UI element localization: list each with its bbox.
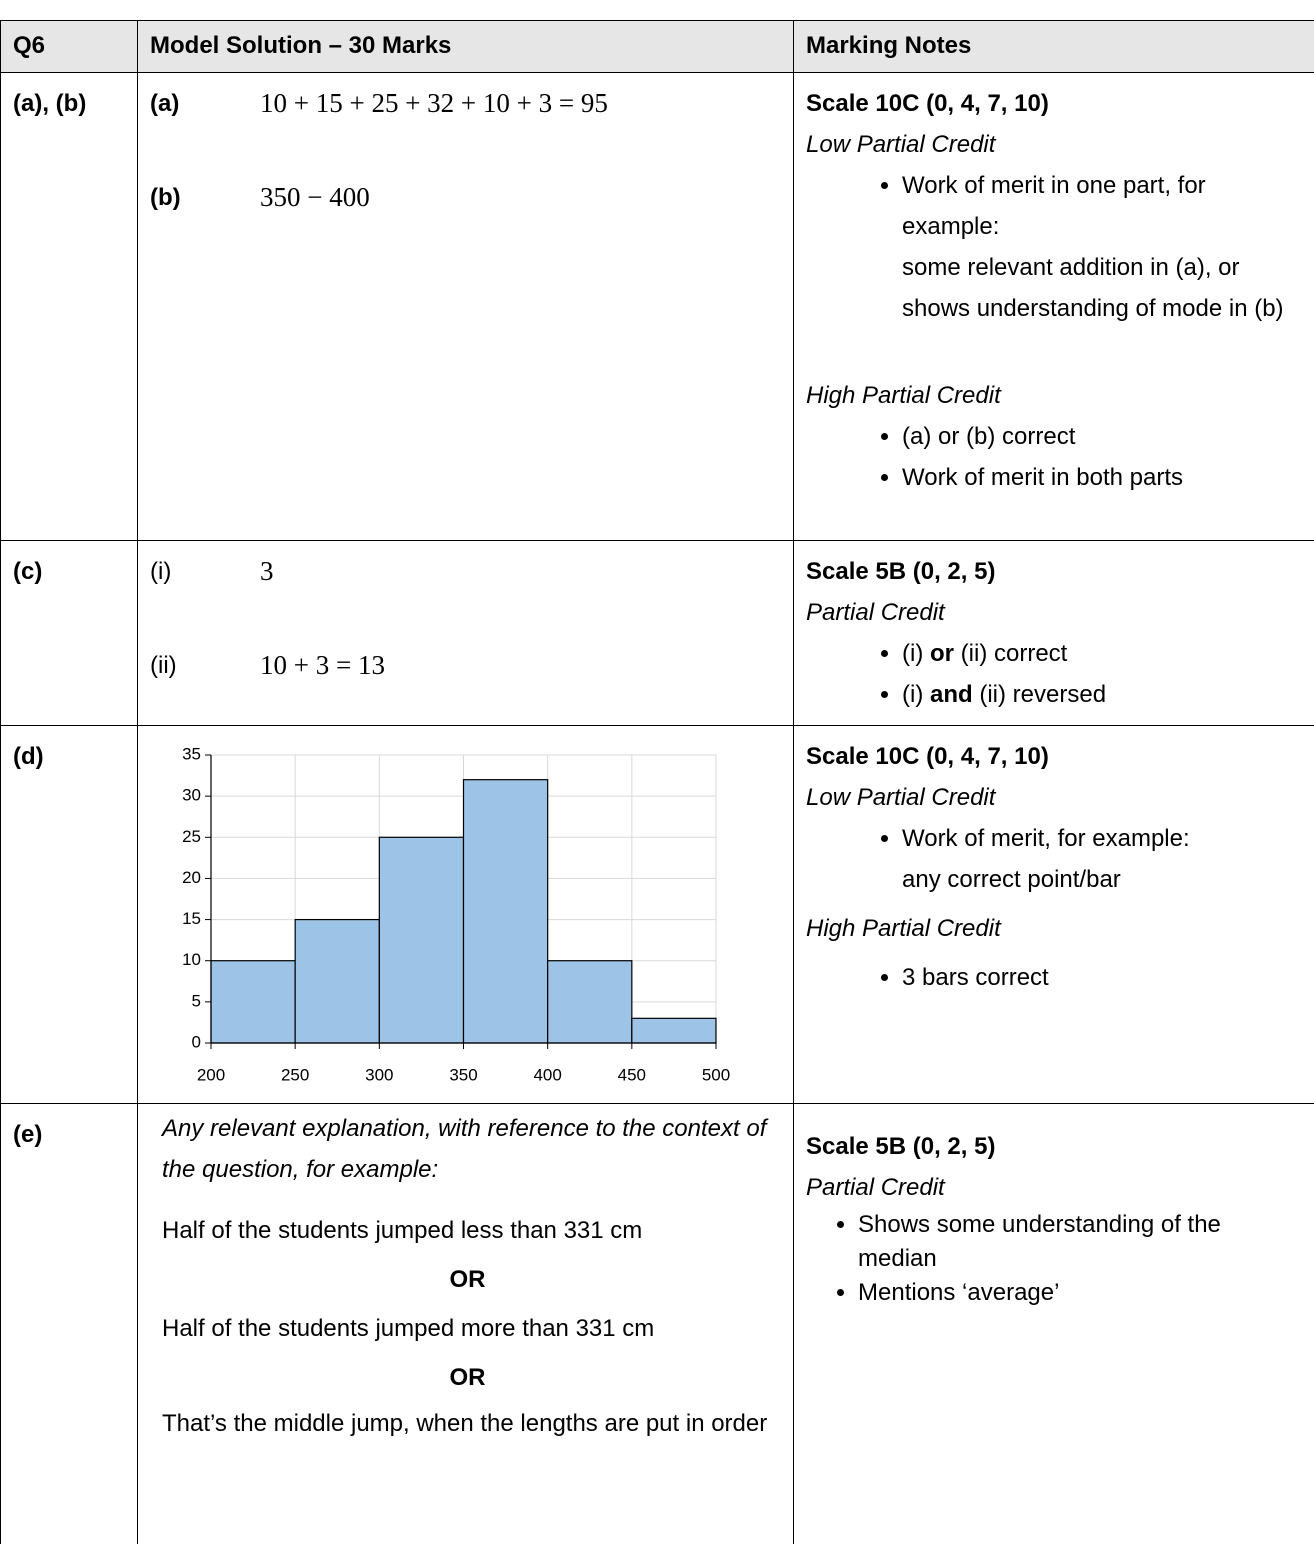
credit-heading: High Partial Credit (806, 908, 1302, 949)
credit-item: Mentions ‘average’ (858, 1276, 1302, 1310)
bar (632, 1018, 716, 1043)
header-cell: Q6 (1, 21, 138, 73)
x-tick-label: 200 (197, 1065, 225, 1084)
x-tick-label: 350 (449, 1065, 477, 1084)
separator: OR (162, 1357, 773, 1398)
credit-heading: Partial Credit (806, 592, 1302, 633)
answer: (ii)10 + 3 = 13 (150, 645, 781, 686)
bar (548, 961, 632, 1043)
chart-cell: 0 5 10 15 20 25 30 35 200 250 300 350 400 450 500 (138, 726, 794, 1104)
credit-heading: Low Partial Credit (806, 777, 1302, 818)
credit-item: Work of merit, for example: any correct p… (902, 818, 1302, 900)
item-text: (i) (902, 681, 923, 708)
y-tick-label: 25 (182, 827, 201, 846)
notes-cell: Scale 5B (0, 2, 5) Partial Credit (i) or… (794, 541, 1314, 726)
x-tick-label: 450 (618, 1065, 646, 1084)
credit-list: Shows some understanding of the median M… (806, 1208, 1302, 1310)
item-text: Work of merit in one part, for example: (902, 172, 1206, 240)
item-text: (i) (902, 640, 923, 667)
marking-table: Q6 Model Solution – 30 Marks Marking Not… (0, 20, 1314, 1544)
y-tick-label: 0 (192, 1032, 201, 1051)
answer-label: (a) (150, 83, 260, 124)
header-cell: Model Solution – 30 Marks (138, 21, 794, 73)
credit-list: Work of merit, for example: any correct p… (806, 818, 1302, 900)
x-tick-label: 250 (281, 1065, 309, 1084)
header-cell: Marking Notes (794, 21, 1314, 73)
histogram: 0 5 10 15 20 25 30 35 200 250 300 350 400 450 500 (138, 726, 788, 1100)
answer-text: That’s the middle jump, when the lengths… (162, 1406, 773, 1442)
answer: (a)10 + 15 + 25 + 32 + 10 + 3 = 95 (150, 83, 781, 124)
scale: Scale 10C (0, 4, 7, 10) (806, 736, 1302, 777)
item-text: Work of merit, for example: (902, 825, 1190, 852)
credit-list: Work of merit in one part, for example: s… (806, 165, 1302, 329)
x-tick-label: 400 (533, 1065, 561, 1084)
separator: OR (162, 1259, 773, 1300)
answer-text: 3 (260, 551, 274, 592)
item-detail: some relevant addition in (a), or shows … (902, 247, 1302, 329)
answer: (i)3 (150, 551, 781, 592)
part-cell: (a), (b) (1, 73, 138, 541)
notes-cell: Scale 5B (0, 2, 5) Partial Credit Shows … (794, 1104, 1314, 1544)
intro: Any relevant explanation, with reference… (162, 1108, 773, 1190)
y-tick-label: 15 (182, 909, 201, 928)
answer-label: (b) (150, 177, 260, 218)
credit-heading: High Partial Credit (806, 375, 1302, 416)
part-cell: (c) (1, 541, 138, 726)
y-tick-label: 35 (182, 744, 201, 763)
solution-cell: (i)3 (ii)10 + 3 = 13 (138, 541, 794, 726)
bar (211, 961, 295, 1043)
answer-text: 350 − 400 (260, 177, 370, 218)
y-tick-label: 5 (192, 991, 201, 1010)
credit-list: 3 bars correct (806, 957, 1302, 998)
item-text: or (930, 640, 954, 667)
credit-item: (i) or (ii) correct (902, 633, 1302, 674)
item-text: (ii) correct (961, 640, 1068, 667)
solution-cell: (a)10 + 15 + 25 + 32 + 10 + 3 = 95 (b)35… (138, 73, 794, 541)
header-row: Q6 Model Solution – 30 Marks Marking Not… (1, 21, 1314, 73)
credit-item: Work of merit in one part, for example: s… (902, 165, 1302, 329)
credit-item: 3 bars correct (902, 957, 1302, 998)
credit-item: (a) or (b) correct (902, 416, 1302, 457)
item-detail: any correct point/bar (902, 859, 1302, 900)
scale: Scale 10C (0, 4, 7, 10) (806, 83, 1302, 124)
credit-item: (i) and (ii) reversed (902, 674, 1302, 715)
item-text: (ii) reversed (979, 681, 1106, 708)
part-cell: (d) (1, 726, 138, 1104)
solution-cell: Any relevant explanation, with reference… (138, 1104, 794, 1544)
row: (a), (b) (a)10 + 15 + 25 + 32 + 10 + 3 =… (1, 73, 1314, 541)
scale: Scale 5B (0, 2, 5) (806, 551, 1302, 592)
bar (379, 837, 463, 1043)
answer: (b)350 − 400 (150, 177, 781, 218)
y-tick-label: 10 (182, 950, 201, 969)
part-cell: (e) (1, 1104, 138, 1544)
credit-heading: Low Partial Credit (806, 124, 1302, 165)
scale: Scale 5B (0, 2, 5) (806, 1126, 1302, 1167)
answer-label: (i) (150, 551, 260, 592)
row: (e) Any relevant explanation, with refer… (1, 1104, 1314, 1544)
credit-list: (i) or (ii) correct (i) and (ii) reverse… (806, 633, 1302, 715)
bar (295, 920, 379, 1043)
y-tick-label: 30 (182, 786, 201, 805)
bar (464, 780, 548, 1043)
answer-label: (ii) (150, 645, 260, 686)
answer-text: 10 + 15 + 25 + 32 + 10 + 3 = 95 (260, 83, 608, 124)
answer-text: Half of the students jumped more than 33… (162, 1308, 773, 1349)
notes-cell: Scale 10C (0, 4, 7, 10) Low Partial Cred… (794, 726, 1314, 1104)
row: (c) (i)3 (ii)10 + 3 = 13 Scale 5B (0, 2,… (1, 541, 1314, 726)
credit-heading: Partial Credit (806, 1167, 1302, 1208)
item-text: and (930, 681, 973, 708)
notes-cell: Scale 10C (0, 4, 7, 10) Low Partial Cred… (794, 73, 1314, 541)
x-tick-label: 500 (702, 1065, 730, 1084)
credit-item: Work of merit in both parts (902, 457, 1302, 498)
answer-text: 10 + 3 = 13 (260, 645, 385, 686)
answer-text: Half of the students jumped less than 33… (162, 1210, 773, 1251)
credit-item: Shows some understanding of the median (858, 1208, 1302, 1276)
y-tick-label: 20 (182, 868, 201, 887)
x-tick-label: 300 (365, 1065, 393, 1084)
credit-list: (a) or (b) correct Work of merit in both… (806, 416, 1302, 498)
